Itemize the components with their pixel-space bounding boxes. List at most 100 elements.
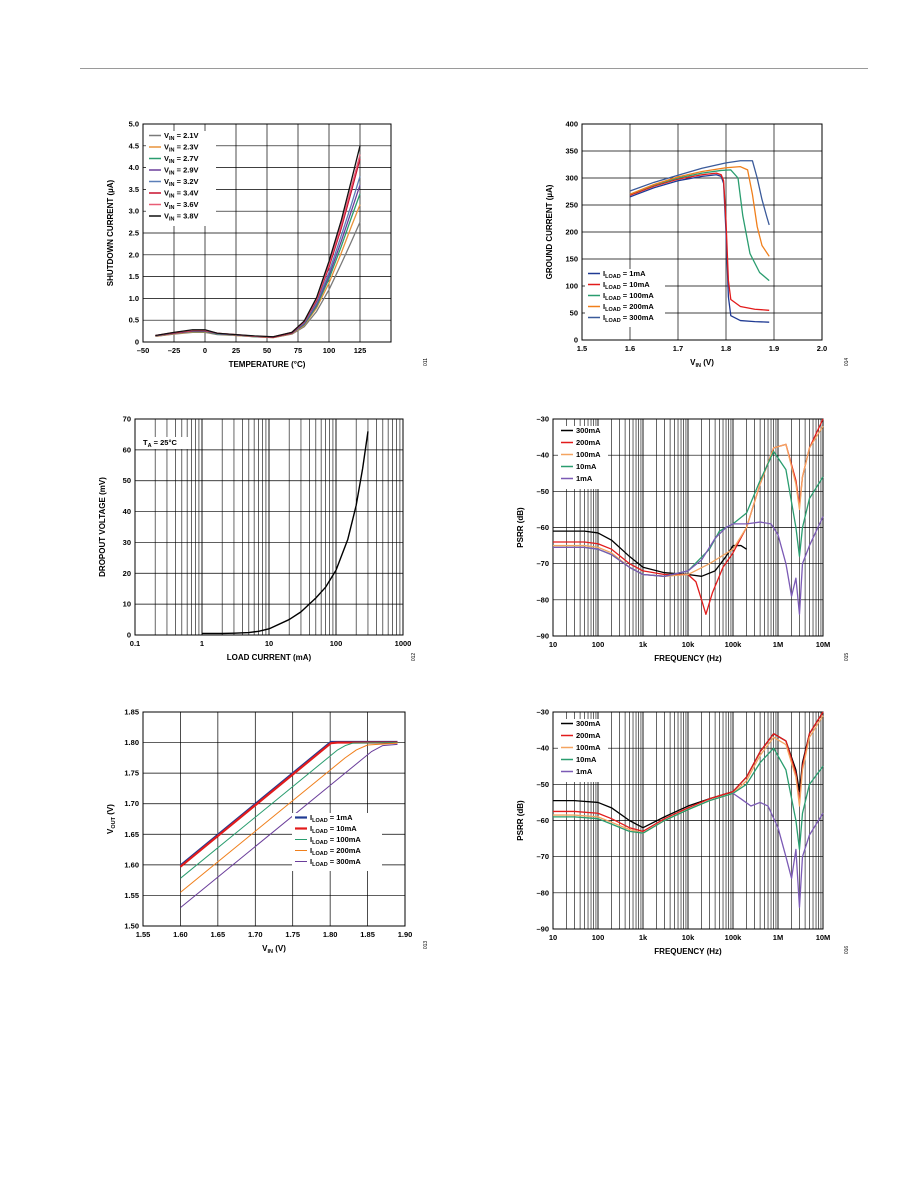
- x-tick-label: 125: [354, 346, 367, 355]
- psrr-chart-2: 10 100 1k 10k 100k 1M 10M –90 –80 –70 –60 –50 –40 –30…: [516, 708, 850, 957]
- x-tick-label: 0: [203, 346, 207, 355]
- y-tick-label: 3.0: [129, 207, 139, 216]
- series-lines: [202, 431, 369, 635]
- series-lines: [179, 740, 398, 909]
- figure-id: 016: [844, 946, 850, 955]
- y-tick-label: –40: [536, 451, 549, 460]
- gridlines: [134, 418, 403, 636]
- y-tick-label: –40: [536, 744, 549, 753]
- y-tick-label: 1.85: [124, 708, 139, 717]
- annotation-ta: TA = 25°C: [143, 438, 177, 449]
- x-tick-label: 1M: [773, 933, 783, 942]
- y-tick-label: 150: [565, 255, 578, 264]
- y-axis-label: DROPOUT VOLTAGE (mV): [98, 477, 107, 577]
- x-tick-label: 1.5: [577, 344, 587, 353]
- x-tick-label: 10M: [816, 933, 831, 942]
- ground-current-chart: 1.5 1.6 1.7 1.8 1.9 2.0 0 50 100 150 200 250 300 350 4…: [545, 120, 850, 370]
- legend-entry: VIN = 3.2V: [164, 177, 199, 188]
- y-tick-label: 0: [127, 631, 131, 640]
- y-tick-label: –70: [536, 852, 549, 861]
- x-tick-label: 1.60: [173, 930, 188, 939]
- figure-id: 011: [423, 358, 429, 366]
- series-line: [629, 169, 770, 282]
- x-tick-label: 1: [200, 639, 204, 648]
- legend-entry: VIN = 3.6V: [164, 200, 199, 211]
- y-tick-label: 4.0: [129, 163, 139, 172]
- gridlines: [142, 123, 391, 343]
- x-tick-label: 100: [592, 933, 605, 942]
- y-tick-label: 1.75: [124, 769, 139, 778]
- y-tick-label: 40: [123, 507, 131, 516]
- y-tick-label: 1.50: [124, 922, 139, 931]
- legend-entry: 1mA: [576, 474, 593, 483]
- y-tick-label: 0: [574, 336, 578, 345]
- series-line: [180, 742, 398, 879]
- x-tick-label: 1.9: [769, 344, 779, 353]
- legend-entry: ILOAD = 10mA: [603, 280, 650, 291]
- y-tick-label: 100: [565, 282, 578, 291]
- x-tick-label: 0.1: [130, 639, 140, 648]
- legend-entry: 100mA: [576, 450, 601, 459]
- y-tick-label: –70: [536, 559, 549, 568]
- legend-entry: ILOAD = 100mA: [310, 835, 361, 846]
- y-tick-label: 400: [565, 120, 578, 129]
- series-line: [732, 792, 824, 908]
- x-tick-label: 75: [294, 346, 302, 355]
- x-tick-label: 100: [330, 639, 343, 648]
- legend-entry: 100mA: [576, 743, 601, 752]
- x-tick-label: 1k: [639, 933, 648, 942]
- x-tick-label: 1.6: [625, 344, 635, 353]
- x-tick-label: 1.8: [721, 344, 731, 353]
- y-axis-label: SHUTDOWN CURRENT (µA): [106, 179, 115, 286]
- y-tick-label: 2.5: [129, 229, 139, 238]
- series-line: [629, 160, 770, 226]
- legend-entry: VIN = 2.3V: [164, 143, 199, 154]
- x-tick-label: 1k: [639, 640, 648, 649]
- y-axis-label: PSRR (dB): [516, 507, 525, 548]
- y-tick-label: –50: [536, 780, 549, 789]
- y-tick-label: 3.5: [129, 185, 139, 194]
- y-tick-label: 30: [123, 538, 131, 547]
- x-tick-label: 10k: [682, 933, 695, 942]
- gridlines: [552, 711, 823, 930]
- series-line: [155, 145, 361, 338]
- legend-entry: ILOAD = 100mA: [603, 291, 654, 302]
- x-tick-label: 1M: [773, 640, 783, 649]
- x-tick-label: 10: [265, 639, 273, 648]
- legend-entry: ILOAD = 10mA: [310, 824, 357, 835]
- legend-entry: VIN = 2.9V: [164, 166, 199, 177]
- x-axis-label: FREQUENCY (Hz): [654, 947, 722, 956]
- x-tick-label: 1000: [395, 639, 412, 648]
- x-tick-label: 1.70: [248, 930, 263, 939]
- legend-entry: ILOAD = 300mA: [310, 857, 361, 868]
- figure-id: 013: [423, 941, 429, 950]
- y-tick-label: 10: [123, 600, 131, 609]
- y-tick-label: 50: [570, 309, 578, 318]
- legend: 300mA 200mA 100mA 10mA 1mA: [558, 719, 608, 782]
- y-tick-label: 1.60: [124, 860, 139, 869]
- dropout-voltage-chart: 0.1 1 10 100 1000 0 10 20 30 40 50 60 70 LOAD CURRENT…: [98, 415, 417, 663]
- y-tick-label: 2.0: [129, 250, 139, 259]
- y-tick-label: 50: [123, 476, 131, 485]
- y-tick-label: 0: [135, 338, 139, 347]
- x-tick-label: –50: [137, 346, 150, 355]
- legend-entry: VIN = 3.4V: [164, 189, 199, 200]
- series-line: [629, 166, 770, 257]
- y-tick-label: 1.5: [129, 272, 139, 281]
- y-tick-label: –80: [536, 595, 549, 604]
- x-axis-label: TEMPERATURE (°C): [229, 360, 306, 369]
- x-tick-label: 10M: [816, 640, 831, 649]
- y-tick-label: 5.0: [129, 120, 139, 129]
- x-tick-label: 1.75: [285, 930, 300, 939]
- y-tick-label: 20: [123, 569, 131, 578]
- x-tick-label: 25: [232, 346, 240, 355]
- y-tick-label: –30: [536, 415, 549, 424]
- legend-entry: 10mA: [576, 755, 597, 764]
- x-axis-label: FREQUENCY (Hz): [654, 654, 722, 663]
- legend-entry: ILOAD = 1mA: [603, 269, 646, 280]
- x-tick-label: 10k: [682, 640, 695, 649]
- y-tick-label: 70: [123, 415, 131, 424]
- figure-id: 015: [844, 653, 850, 662]
